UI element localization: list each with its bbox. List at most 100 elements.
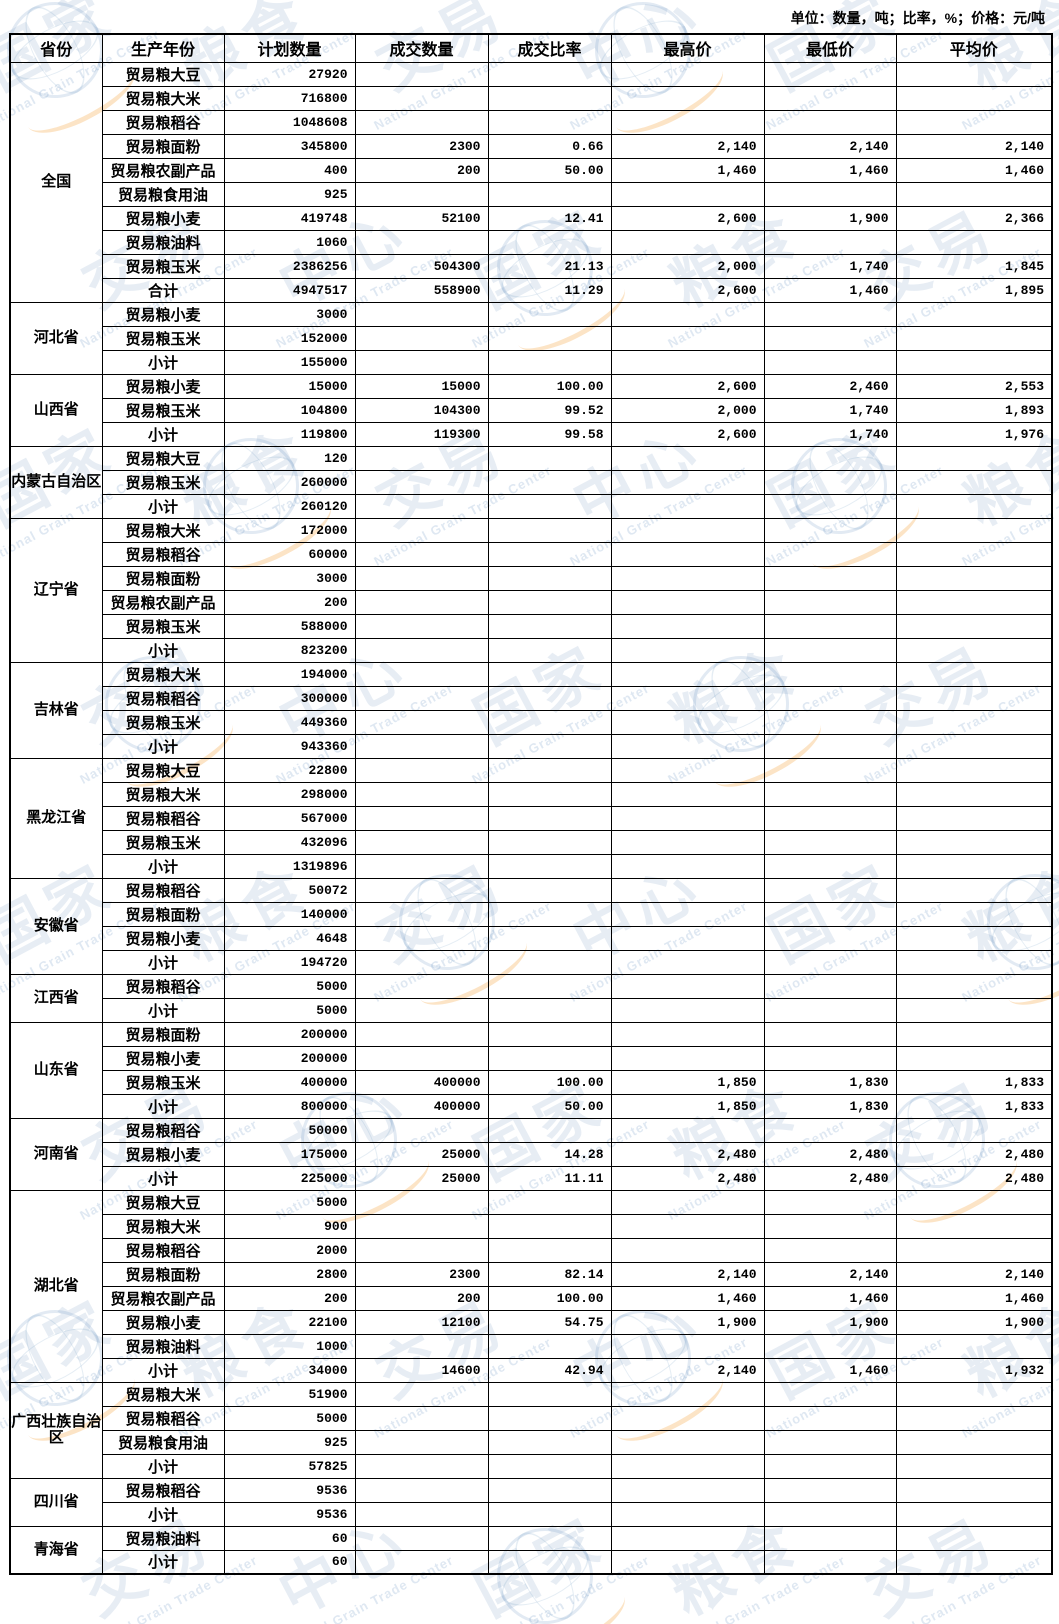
max-price-cell <box>610 1021 765 1047</box>
table-row: 江西省 贸易粮稻谷 5000 <box>9 973 1053 1023</box>
col-header-year: 生产年份 <box>101 33 225 63</box>
year-cell: 贸易粮面粉 <box>101 565 225 591</box>
dealt-qty-cell: 200 <box>354 1285 489 1311</box>
year-cell: 贸易粮食用油 <box>101 1429 225 1455</box>
avg-price-cell <box>895 829 1053 855</box>
min-price-cell: 2,480 <box>763 1165 897 1191</box>
ratio-cell <box>487 1405 612 1431</box>
grain-trade-table-wrap: 省份 生产年份 计划数量 成交数量 成交比率 最高价 最低价 平均价 全国 贸易粮… <box>9 33 1053 1575</box>
dealt-qty-cell <box>354 349 489 375</box>
dealt-qty-cell <box>354 109 489 135</box>
min-price-cell <box>763 829 897 855</box>
max-price-cell: 2,000 <box>610 397 765 423</box>
min-price-cell: 1,740 <box>763 397 897 423</box>
year-cell: 贸易粮油料 <box>101 229 225 255</box>
province-cell: 广西壮族自治区 <box>9 1381 103 1479</box>
max-price-cell <box>610 1189 765 1215</box>
min-price-cell <box>763 925 897 951</box>
dealt-qty-cell: 400000 <box>354 1069 489 1095</box>
ratio-cell <box>487 1213 612 1239</box>
ratio-cell: 11.29 <box>487 277 612 303</box>
province-cell: 全国 <box>9 61 103 303</box>
table-row: 贸易粮食用油 925 <box>10 181 1053 207</box>
min-price-cell <box>763 493 897 519</box>
year-cell: 贸易粮稻谷 <box>101 541 225 567</box>
table-row: 黑龙江省 贸易粮大豆 22800 <box>9 757 1053 879</box>
year-cell: 贸易粮稻谷 <box>101 1405 225 1431</box>
min-price-cell: 1,900 <box>763 1309 897 1335</box>
avg-price-cell <box>895 1549 1053 1575</box>
ratio-cell: 11.11 <box>487 1165 612 1191</box>
ratio-cell <box>487 469 612 495</box>
table-row: 贸易粮稻谷 567000 <box>10 805 1053 831</box>
planned-qty-cell: 1000 <box>223 1333 356 1359</box>
avg-price-cell <box>895 805 1053 831</box>
dealt-qty-cell <box>354 949 489 975</box>
avg-price-cell <box>895 1381 1053 1407</box>
table-row: 河南省 贸易粮稻谷 50000 <box>9 1117 1053 1191</box>
table-row: 贸易粮小麦 22100 12100 54.75 1,900 1,900 1,900 <box>10 1309 1053 1335</box>
dealt-qty-cell <box>354 1021 489 1047</box>
min-price-cell <box>763 973 897 999</box>
avg-price-cell <box>895 685 1053 711</box>
avg-price-cell <box>895 997 1053 1023</box>
ratio-cell <box>487 1549 612 1575</box>
dealt-qty-cell: 52100 <box>354 205 489 231</box>
avg-price-cell: 2,140 <box>895 1261 1053 1287</box>
min-price-cell <box>763 1213 897 1239</box>
ratio-cell <box>487 1117 612 1143</box>
province-cell: 内蒙古自治区 <box>9 445 103 519</box>
max-price-cell <box>610 925 765 951</box>
year-cell: 贸易粮小麦 <box>101 1045 225 1071</box>
avg-price-cell <box>895 901 1053 927</box>
dealt-qty-cell <box>354 757 489 783</box>
col-header-province: 省份 <box>9 33 103 63</box>
max-price-cell <box>610 445 765 471</box>
ratio-cell <box>487 781 612 807</box>
ratio-cell <box>487 565 612 591</box>
planned-qty-cell: 925 <box>223 1429 356 1455</box>
year-cell: 小计 <box>101 637 225 663</box>
dealt-qty-cell <box>354 1213 489 1239</box>
province-cell: 青海省 <box>9 1525 103 1575</box>
planned-qty-cell: 432096 <box>223 829 356 855</box>
laurel-watermark-icon <box>507 1576 635 1624</box>
min-price-cell: 1,830 <box>763 1069 897 1095</box>
dealt-qty-cell <box>354 1501 489 1527</box>
dealt-qty-cell <box>354 469 489 495</box>
year-cell: 贸易粮玉米 <box>101 613 225 639</box>
avg-price-cell: 1,460 <box>895 1285 1053 1311</box>
avg-price-cell <box>895 109 1053 135</box>
planned-qty-cell: 200000 <box>223 1045 356 1071</box>
max-price-cell <box>610 781 765 807</box>
max-price-cell: 2,140 <box>610 133 765 159</box>
table-row: 小计 60 <box>10 1549 1053 1575</box>
planned-qty-cell: 400 <box>223 157 356 183</box>
ratio-cell <box>487 997 612 1023</box>
dealt-qty-cell: 200 <box>354 157 489 183</box>
dealt-qty-cell <box>354 61 489 87</box>
planned-qty-cell: 2386256 <box>223 253 356 279</box>
max-price-cell <box>610 469 765 495</box>
planned-qty-cell: 34000 <box>223 1357 356 1383</box>
dealt-qty-cell <box>354 1477 489 1503</box>
avg-price-cell <box>895 445 1053 471</box>
table-row: 山东省 贸易粮面粉 200000 <box>9 1021 1053 1119</box>
min-price-cell <box>763 1477 897 1503</box>
year-cell: 贸易粮农副产品 <box>101 157 225 183</box>
table-row: 青海省 贸易粮油料 60 <box>9 1525 1053 1575</box>
ratio-cell: 100.00 <box>487 373 612 399</box>
avg-price-cell <box>895 1477 1053 1503</box>
table-row: 贸易粮大米 298000 <box>10 781 1053 807</box>
max-price-cell <box>610 1549 765 1575</box>
dealt-qty-cell: 119300 <box>354 421 489 447</box>
dealt-qty-cell <box>354 181 489 207</box>
table-row: 贸易粮食用油 925 <box>10 1429 1053 1455</box>
year-cell: 贸易粮稻谷 <box>101 1117 225 1143</box>
min-price-cell <box>763 181 897 207</box>
table-row: 贸易粮玉米 400000 400000 100.00 1,850 1,830 1,833 <box>10 1069 1053 1095</box>
table-row: 小计 823200 <box>10 637 1053 663</box>
ratio-cell <box>487 1333 612 1359</box>
min-price-cell <box>763 109 897 135</box>
year-cell: 贸易粮玉米 <box>101 709 225 735</box>
